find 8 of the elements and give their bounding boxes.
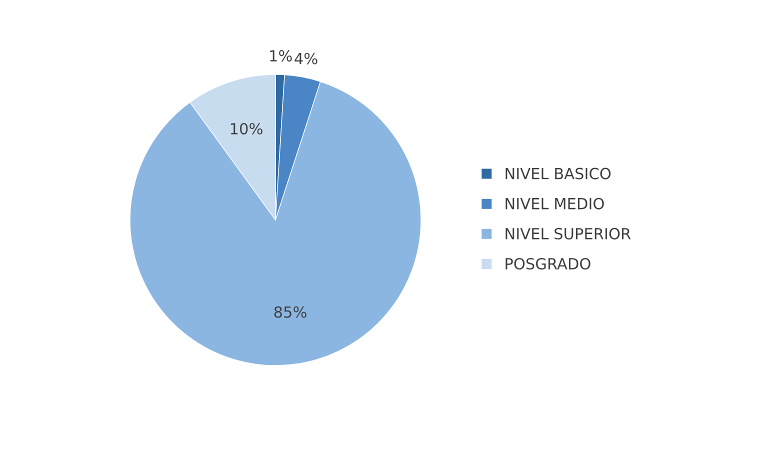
data-label: 10%: [230, 122, 262, 134]
legend-label: POSGRADO: [506, 258, 590, 270]
legend-label: NIVEL MEDIO: [506, 198, 604, 210]
legend-label: NIVEL SUPERIOR: [506, 228, 631, 240]
data-label: 4%: [294, 52, 318, 64]
legend-label: NIVEL BASICO: [506, 168, 611, 180]
data-label: 1%: [270, 50, 292, 62]
data-label: 85%: [274, 306, 306, 318]
